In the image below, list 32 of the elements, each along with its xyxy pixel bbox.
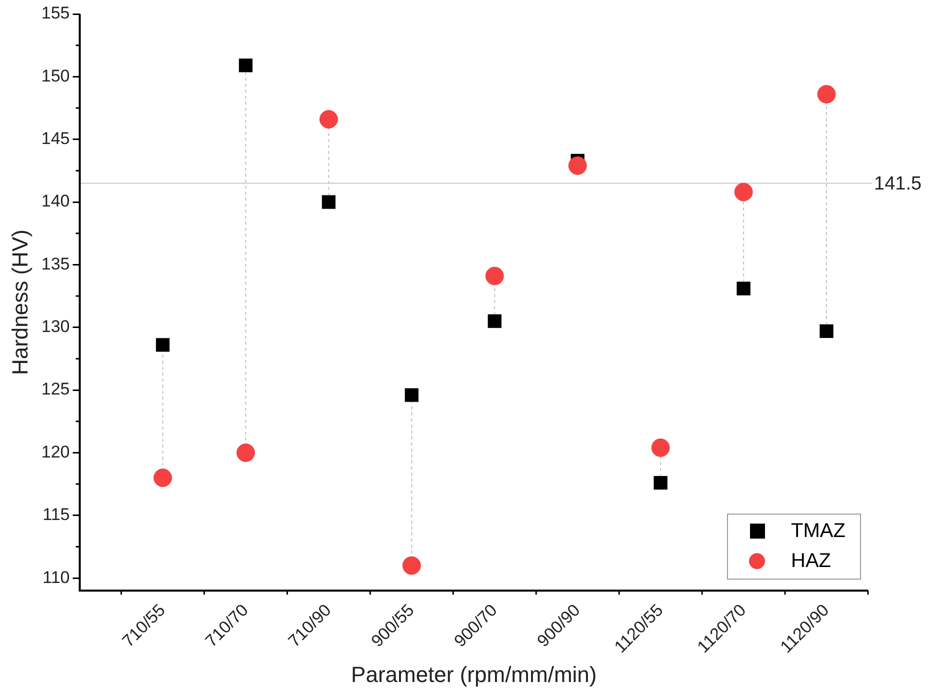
y-tick-label: 140 — [41, 192, 70, 211]
y-tick-label: 115 — [42, 505, 70, 524]
y-axis-title: Hardness (HV) — [7, 230, 32, 376]
legend-label: TMAZ — [791, 520, 846, 542]
y-tick-label: 150 — [41, 66, 70, 86]
point — [734, 182, 753, 202]
point — [819, 324, 834, 338]
y-tick-label: 135 — [41, 254, 70, 274]
y-tick-label: 145 — [41, 129, 70, 148]
x-axis-title: Parameter (rpm/mm/min) — [351, 662, 597, 687]
point — [319, 110, 338, 129]
point — [404, 388, 419, 402]
point — [651, 438, 670, 457]
point — [238, 58, 254, 73]
point — [485, 266, 504, 286]
y-tick-label: 130 — [41, 317, 70, 336]
y-tick-label: 110 — [42, 568, 70, 587]
point — [568, 156, 587, 175]
point — [402, 556, 421, 575]
point — [653, 475, 668, 490]
point — [487, 314, 502, 328]
point — [236, 443, 255, 462]
point — [155, 338, 170, 352]
point — [321, 194, 336, 210]
point — [736, 281, 751, 296]
legend-label: HAZ — [791, 550, 831, 572]
y-tick-label: 155 — [41, 4, 70, 23]
point — [153, 468, 172, 488]
y-tick-label: 125 — [41, 380, 70, 399]
ref-line-label: 141.5 — [874, 173, 922, 194]
point — [817, 84, 836, 104]
y-tick-label: 120 — [41, 442, 70, 462]
